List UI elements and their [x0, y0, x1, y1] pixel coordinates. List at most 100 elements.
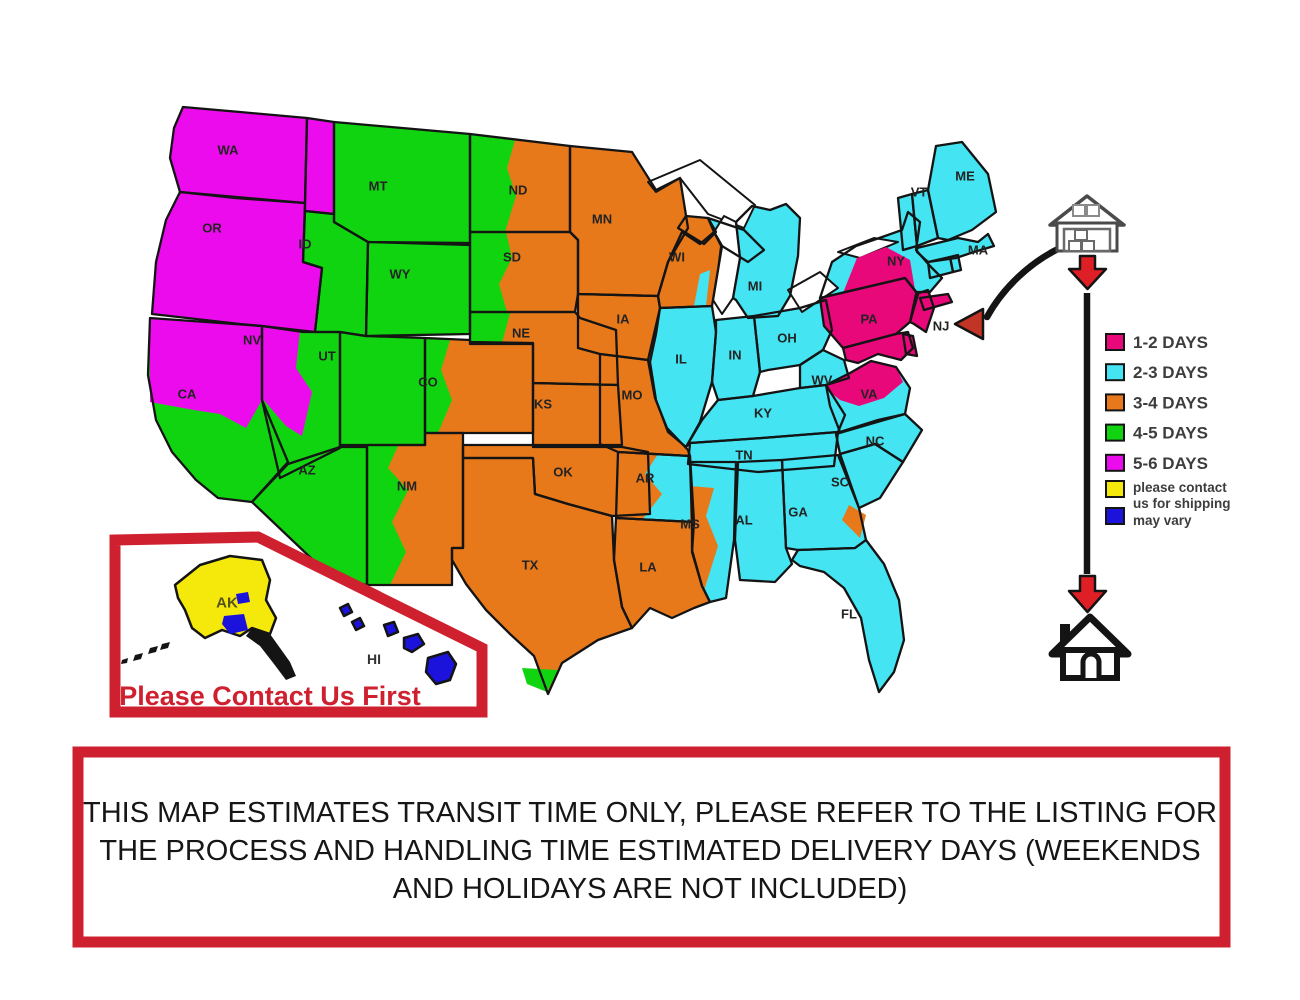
state-or: [152, 192, 322, 332]
shipping-route: [953, 194, 1132, 681]
state-sd-west-patch: [470, 232, 512, 312]
inset-note-text: Please Contact Us First: [119, 681, 421, 711]
state-label-nj: NJ: [933, 319, 950, 334]
state-borders: [146, 105, 998, 696]
disclaimer-box: THIS MAP ESTIMATES TRANSIT TIME ONLY, PL…: [72, 746, 1231, 948]
hawaii-island-4: [402, 632, 426, 654]
state-la: [614, 518, 710, 628]
state-mt: [334, 122, 470, 243]
aleutian-island-1: [148, 646, 158, 654]
state-nc: [836, 414, 922, 462]
aleutian-island-4: [121, 658, 128, 664]
state-co-west-patch: [425, 338, 452, 433]
us-map: [148, 107, 996, 694]
state-label-oh: OH: [777, 331, 797, 346]
state-label-ky: KY: [754, 406, 772, 421]
legend-label-contact-2: us for shipping: [1133, 496, 1231, 511]
disclaimer-line-1: THIS MAP ESTIMATES TRANSIT TIME ONLY, PL…: [83, 797, 1217, 829]
state-label-ks: KS: [534, 397, 552, 412]
state-label-mo: MO: [622, 388, 643, 403]
state-sc: [840, 444, 903, 508]
state-label-al: AL: [735, 513, 752, 528]
state-label-ca: CA: [178, 387, 197, 402]
state-label-va: VA: [860, 387, 878, 402]
state-nm-west-patch: [367, 445, 408, 585]
legend-label-1: 1-2 DAYS: [1133, 333, 1208, 352]
state-de-outline: [901, 332, 919, 358]
state-me: [928, 142, 996, 240]
alaska-label: AK: [216, 595, 238, 612]
state-label-co: CO: [418, 375, 438, 390]
state-me-outline: [926, 140, 998, 242]
state-pa: [820, 278, 918, 348]
state-ne-west-patch: [470, 312, 510, 343]
alaska-blue-patch-1: [236, 592, 250, 604]
legend-swatch-1: [1105, 333, 1125, 351]
state-va-north-patch: [826, 361, 903, 406]
state-label-ma: MA: [968, 243, 989, 258]
state-label-ia: IA: [617, 312, 631, 327]
arrow-down-top-icon: [1067, 254, 1108, 291]
state-ms-outline: [688, 460, 738, 604]
state-label-nv: NV: [243, 333, 261, 348]
aleutian-island-2: [160, 642, 170, 650]
state-label-me: ME: [955, 169, 975, 184]
state-nj-outline: [908, 288, 936, 334]
state-label-mi: MI: [748, 279, 762, 294]
state-label-ut: UT: [318, 349, 335, 364]
state-nv-west-patch: [262, 326, 312, 436]
state-label-nc: NC: [866, 434, 885, 449]
state-md: [843, 332, 913, 363]
legend-swatch-5: [1105, 453, 1125, 472]
alaska-blue-patch-2: [222, 614, 248, 634]
arrow-down-bottom-icon: [1067, 574, 1108, 614]
state-label-id: ID: [299, 237, 312, 252]
state-labels: WA OR CA NV ID MT WY UT AZ NM CO ND SD NE KS OK TX MN IA MO…: [178, 143, 989, 622]
route-curve-line: [983, 243, 1066, 321]
state-wa-outline: [168, 105, 309, 205]
hawaii-island-2: [350, 616, 366, 632]
state-co: [425, 338, 533, 433]
state-al: [735, 460, 792, 582]
state-ny-outline: [818, 210, 944, 300]
state-wy: [366, 242, 470, 336]
hawaii-island-3: [382, 620, 400, 638]
state-ca-outline: [146, 316, 290, 504]
aleutian-island-3: [133, 653, 143, 661]
hawaii-island-5: [424, 650, 458, 686]
state-ia: [578, 294, 660, 360]
legend-label-4: 4-5 DAYS: [1133, 424, 1208, 443]
state-mo-outline: [598, 352, 692, 458]
state-label-ne: NE: [512, 326, 530, 341]
state-label-tx: TX: [522, 558, 539, 573]
state-oh: [754, 300, 832, 372]
legend-swatch-4: [1105, 423, 1125, 442]
state-ky: [686, 385, 845, 447]
state-label-nm: NM: [397, 479, 417, 494]
state-tx-south-tip-patch: [522, 668, 558, 692]
state-md-outline: [841, 330, 915, 365]
state-id-panhandle: [305, 118, 334, 214]
state-wa: [170, 107, 307, 203]
legend-label-2: 2-3 DAYS: [1133, 363, 1208, 382]
warehouse-icon: [1048, 194, 1126, 253]
state-mi-outline: [731, 202, 802, 320]
state-ca-north-patch: [150, 318, 262, 428]
state-nd-west-patch: [470, 134, 516, 232]
legend-label-vary: may vary: [1133, 513, 1192, 528]
state-label-ar: AR: [636, 471, 655, 486]
legend-label-5: 5-6 DAYS: [1133, 454, 1208, 473]
state-ut: [340, 332, 425, 445]
legend-label-3: 3-4 DAYS: [1133, 393, 1208, 412]
state-label-mt: MT: [369, 179, 388, 194]
legend-swatch-vary: [1105, 507, 1125, 525]
state-label-mn: MN: [592, 212, 612, 227]
state-az: [252, 447, 367, 585]
state-mi-up-east-outline: [706, 216, 766, 264]
state-label-ok: OK: [553, 465, 573, 480]
state-fl-outline: [790, 538, 906, 694]
state-label-tn: TN: [735, 448, 752, 463]
state-tn-outline: [686, 430, 840, 474]
